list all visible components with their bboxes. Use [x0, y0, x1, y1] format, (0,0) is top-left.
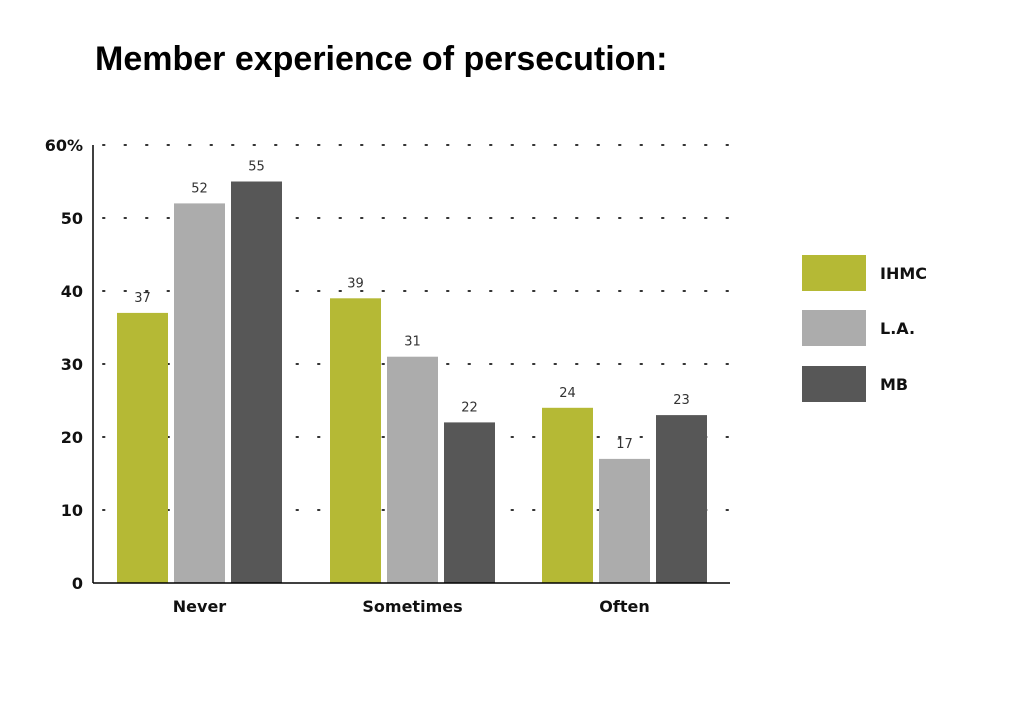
legend-swatch — [802, 255, 866, 291]
data-label: 22 — [461, 400, 478, 415]
bar-la-often — [599, 458, 650, 583]
bars: 37 52 55 39 31 22 24 17 23 — [117, 160, 707, 583]
data-label: 55 — [248, 160, 265, 175]
bar-la-sometimes — [387, 356, 438, 583]
data-label: 24 — [559, 386, 576, 401]
y-tick-label: 40 — [61, 282, 83, 301]
x-category-label: Never — [173, 597, 227, 616]
legend-label: MB — [880, 375, 908, 394]
x-category-label: Often — [599, 597, 649, 616]
bar-mb-often — [656, 415, 707, 583]
y-tick-label: 50 — [61, 209, 83, 228]
y-tick-label: 10 — [61, 501, 83, 520]
chart-title: Member experience of persecution: — [95, 40, 668, 78]
data-label: 37 — [134, 291, 151, 306]
legend-swatch — [802, 310, 866, 346]
legend-swatch — [802, 366, 866, 402]
data-label: 52 — [191, 181, 208, 196]
data-label: 39 — [347, 276, 364, 291]
data-label: 23 — [673, 393, 690, 408]
bar-mb-never — [231, 181, 282, 583]
bar-ihmc-sometimes — [330, 298, 381, 583]
bar-la-never — [174, 203, 225, 583]
x-category-label: Sometimes — [362, 597, 462, 616]
axes: 0 10 20 30 40 50 60% Never Sometimes Often — [45, 136, 730, 616]
y-tick-label: 20 — [61, 428, 83, 447]
legend-label: L.A. — [880, 319, 915, 338]
legend: IHMC L.A. MB — [802, 255, 927, 402]
y-tick-label: 60% — [45, 136, 83, 155]
data-label: 31 — [404, 335, 421, 350]
bar-ihmc-often — [542, 407, 593, 583]
y-tick-label: 0 — [72, 574, 83, 593]
y-tick-label: 30 — [61, 355, 83, 374]
bar-ihmc-never — [117, 312, 168, 583]
bar-mb-sometimes — [444, 422, 495, 583]
data-label: 17 — [616, 437, 633, 452]
legend-label: IHMC — [880, 264, 927, 283]
